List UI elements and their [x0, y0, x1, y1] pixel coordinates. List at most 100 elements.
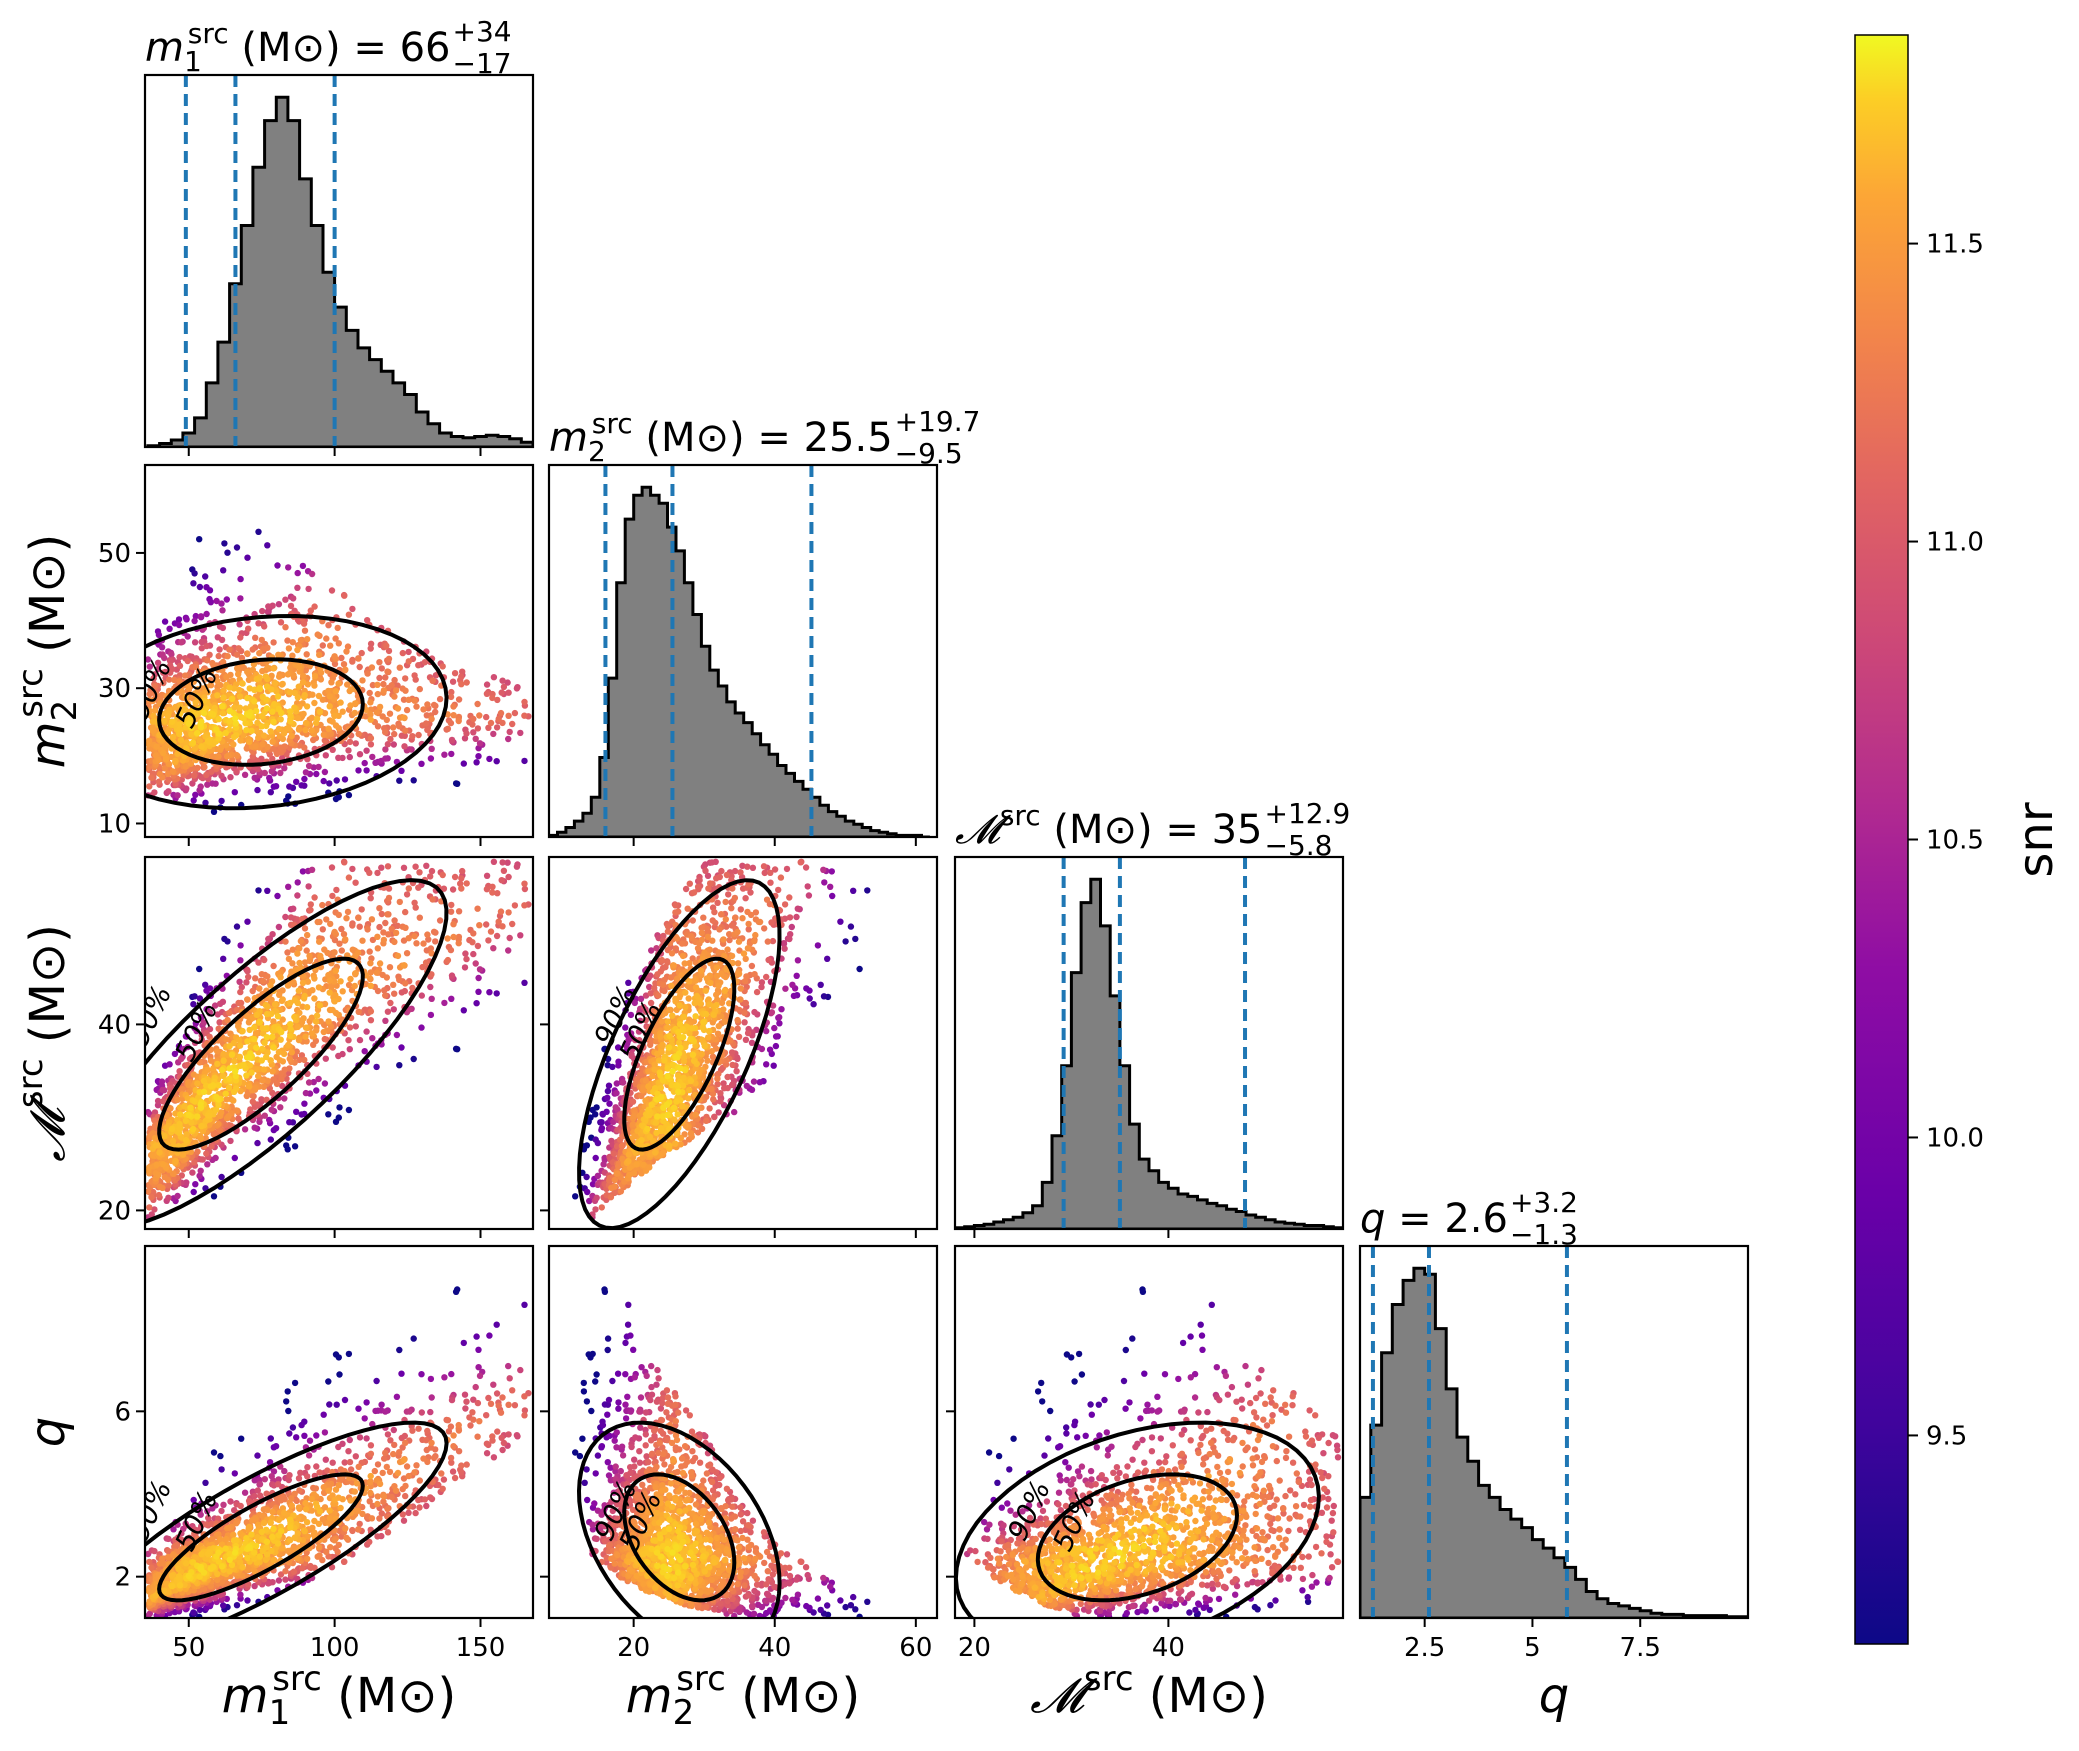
scatter-point — [253, 1044, 260, 1052]
scatter-point — [708, 1085, 715, 1093]
scatter-point — [191, 617, 198, 625]
scatter-point — [767, 879, 774, 886]
scatter-point — [183, 1179, 190, 1186]
scatter-point — [695, 1105, 702, 1112]
scatter-point — [309, 987, 316, 994]
scatter-point — [344, 643, 352, 650]
scatter-point — [178, 1055, 185, 1063]
scatter-point — [756, 1079, 763, 1086]
scatter-point — [243, 979, 250, 986]
scatter-point — [814, 942, 822, 949]
scatter-point — [296, 945, 303, 952]
scatter-point — [390, 724, 397, 731]
scatter-point — [470, 950, 477, 958]
scatter-point — [255, 528, 262, 535]
scatter-point — [447, 946, 455, 954]
scatter-point — [463, 955, 470, 963]
scatter-point — [256, 685, 264, 693]
scatter-point — [744, 863, 751, 870]
scatter-point — [288, 1049, 295, 1056]
scatter-point — [430, 701, 438, 709]
scatter-point — [610, 1150, 617, 1157]
scatter-point — [718, 911, 725, 918]
scatter-point — [280, 1050, 288, 1058]
scatter-point — [396, 777, 403, 784]
scatter-point — [260, 732, 268, 739]
histogram-mc — [955, 877, 1343, 1229]
scatter-point — [251, 774, 258, 781]
scatter-point — [724, 1073, 731, 1081]
scatter-point — [168, 718, 176, 725]
scatter-point — [148, 1211, 155, 1218]
scatter-point — [747, 889, 754, 896]
scatter-point — [335, 794, 342, 801]
scatter-point — [189, 780, 196, 787]
scatter-point — [458, 885, 465, 892]
scatter-point — [396, 1062, 403, 1069]
scatter-point — [405, 648, 412, 656]
scatter-point — [169, 733, 177, 741]
histogram-mc-frame — [953, 855, 1345, 1231]
scatter-point — [315, 1075, 322, 1083]
scatter-point — [150, 1188, 157, 1196]
scatter-point — [803, 985, 810, 992]
scatter-point — [302, 769, 310, 776]
scatter-point — [300, 672, 307, 680]
scatter-point — [151, 1134, 159, 1142]
scatter-point — [505, 689, 512, 696]
scatter-point — [483, 690, 491, 697]
scatter-point — [316, 708, 324, 715]
scatter-point — [278, 749, 285, 756]
scatter-point — [326, 780, 333, 787]
scatter-point — [424, 931, 431, 938]
scatter-point — [300, 620, 308, 627]
scatter-point — [294, 714, 301, 722]
scatter-point — [403, 891, 411, 898]
scatter-point — [601, 1154, 608, 1162]
scatter-point — [192, 1020, 199, 1027]
scatter-point — [161, 1087, 168, 1094]
scatter-point — [778, 1006, 785, 1013]
scatter-point — [780, 940, 788, 948]
scatter-point — [420, 940, 427, 947]
scatter-point — [521, 885, 529, 893]
scatter-point — [156, 1149, 163, 1156]
scatter-point — [321, 1080, 329, 1087]
scatter-point — [355, 1008, 362, 1015]
scatter-point — [207, 710, 214, 717]
scatter-point — [210, 1193, 218, 1200]
scatter-point — [385, 931, 392, 938]
scatter-point — [696, 877, 703, 884]
scatter-point — [634, 1076, 641, 1083]
scatter-point — [346, 738, 354, 746]
scatter-m1-mc-frame — [143, 855, 535, 1231]
scatter-point — [169, 768, 177, 775]
histogram-m2-frame — [547, 463, 939, 839]
scatter-point — [283, 1142, 290, 1149]
scatter-point — [187, 714, 194, 721]
scatter-point — [262, 1001, 269, 1009]
scatter-point — [226, 718, 233, 725]
scatter-point — [304, 636, 311, 643]
scatter-point — [349, 658, 356, 665]
scatter-point — [308, 1014, 316, 1021]
scatter-point — [497, 908, 505, 915]
scatter-point — [285, 1041, 292, 1049]
scatter-point — [611, 1188, 619, 1196]
scatter-point — [714, 899, 721, 906]
scatter-point — [231, 1154, 238, 1162]
title-mc-minus: −5.8 — [1265, 829, 1333, 862]
scatter-point — [737, 996, 744, 1003]
scatter-point — [715, 1109, 722, 1116]
scatter-point — [717, 1090, 724, 1097]
scatter-point — [233, 751, 240, 759]
scatter-point — [635, 1028, 643, 1035]
scatter-point — [287, 708, 294, 715]
title-m1-minus: −17 — [452, 47, 511, 80]
scatter-point — [392, 687, 400, 694]
scatter-point — [321, 1035, 328, 1043]
scatter-point — [382, 992, 389, 999]
scatter-point — [363, 747, 370, 754]
scatter-point — [285, 883, 292, 890]
scatter-point — [168, 1125, 176, 1133]
